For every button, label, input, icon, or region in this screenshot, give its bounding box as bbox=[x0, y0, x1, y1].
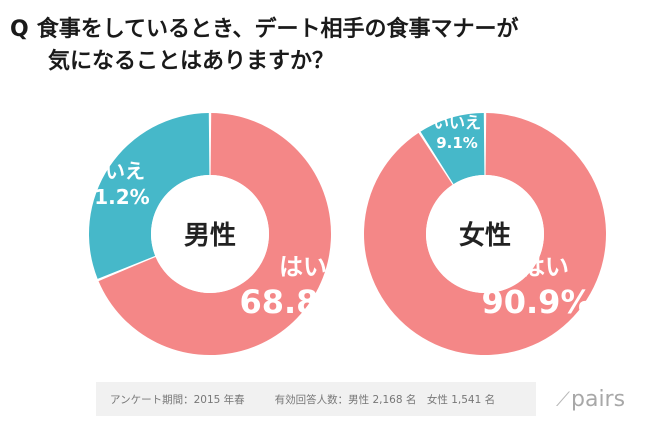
slice-yes bbox=[98, 113, 331, 356]
pairs-logo: ⟋ pairs bbox=[556, 384, 625, 414]
title-line-1: 食事をしているとき、デート相手の食事マナーが bbox=[36, 17, 519, 42]
pairs-logo-icon: ⟋ bbox=[556, 387, 570, 411]
question-mark-label: Q bbox=[10, 17, 29, 42]
title-line-2: 気になることはありますか？ bbox=[48, 49, 335, 74]
survey-period: アンケート期間：2015 年春 bbox=[110, 393, 245, 406]
respondent-count: 有効回答人数：男性 2,168 名 女性 1,541 名 bbox=[274, 393, 496, 406]
slice-label-no: いいえ bbox=[85, 159, 145, 183]
slice-no bbox=[89, 113, 210, 279]
pairs-logo-text: pairs bbox=[571, 386, 626, 412]
slice-value-yes: 90.9% bbox=[481, 283, 592, 321]
center-label: 男性 bbox=[184, 221, 236, 251]
slice-value-no: 31.2% bbox=[80, 185, 149, 209]
chart-title: Q 食事をしているとき、デート相手の食事マナーが 気になることはありますか？ bbox=[10, 14, 660, 78]
slice-label-yes: はい bbox=[521, 253, 569, 281]
slice-label-yes: はい bbox=[279, 253, 327, 281]
slice-label-no: いいえ bbox=[433, 113, 481, 132]
donut-hole bbox=[151, 175, 269, 293]
slice-value-no: 9.1% bbox=[436, 134, 478, 152]
slice-value-yes: 68.8% bbox=[239, 283, 350, 321]
slice-yes bbox=[363, 113, 606, 356]
center-label: 女性 bbox=[459, 220, 511, 251]
survey-footer: アンケート期間：2015 年春 有効回答人数：男性 2,168 名 女性 1,5… bbox=[96, 382, 536, 416]
donut-hole bbox=[426, 175, 544, 293]
slice-no bbox=[420, 113, 485, 185]
